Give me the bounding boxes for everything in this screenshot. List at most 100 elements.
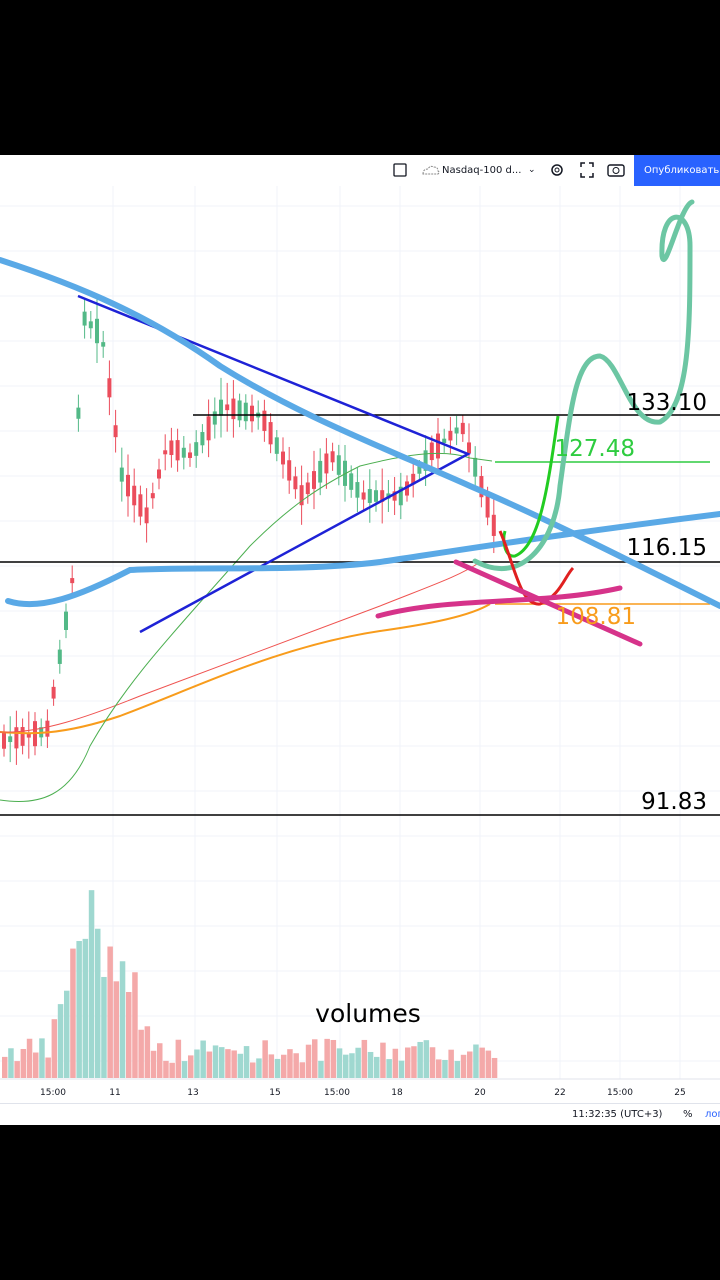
time-label: 25 <box>674 1088 685 1098</box>
volume-bar <box>274 1058 281 1078</box>
candle-body <box>26 732 31 738</box>
volume-bar <box>200 1040 206 1078</box>
candle-body <box>188 452 192 458</box>
volume-bar <box>144 1026 151 1078</box>
volume-bar <box>169 1062 175 1078</box>
fullscreen-button[interactable] <box>578 155 596 186</box>
candle-body <box>194 442 199 456</box>
volume-bar <box>386 1059 392 1078</box>
settings-button[interactable] <box>548 155 566 186</box>
candle-body <box>243 402 248 422</box>
symbol-name: Nasdaq-100 d... <box>442 165 522 176</box>
candle-body <box>281 451 285 465</box>
candle-body <box>2 732 6 749</box>
grid <box>0 186 720 1079</box>
volume-bar <box>194 1049 200 1078</box>
log-toggle[interactable]: лог <box>705 1109 720 1120</box>
volume-bar <box>398 1060 405 1078</box>
volume-bar <box>293 1053 299 1078</box>
percent-toggle[interactable]: % <box>683 1109 693 1120</box>
candle-body <box>64 611 68 630</box>
chart-area: 133.10 127.48 116.15 108.81 91.83 volume… <box>0 186 720 1103</box>
volume-bar <box>343 1054 349 1078</box>
volume-bar <box>95 928 101 1078</box>
candle-body <box>374 490 378 502</box>
clock: 11:32:35 (UTC+3) <box>572 1109 663 1120</box>
volume-bar <box>76 941 82 1078</box>
candle-body <box>274 437 279 454</box>
volume-bar <box>336 1048 343 1078</box>
candle-body <box>76 407 81 419</box>
volume-bar <box>113 981 120 1078</box>
square-button[interactable] <box>392 155 408 186</box>
volume-bar <box>318 1060 324 1078</box>
candle-body <box>467 442 471 454</box>
volume-bar <box>312 1039 318 1078</box>
candle-body <box>479 476 484 498</box>
candle-body <box>107 378 112 398</box>
price-label: 127.48 <box>555 436 635 462</box>
publish-button[interactable]: Опубликовать <box>634 155 720 186</box>
candle-body <box>361 492 366 500</box>
volume-bar <box>26 1038 33 1078</box>
volume-bar <box>14 1061 20 1078</box>
candle-body <box>144 507 149 524</box>
dropdown-caret: ⌄ <box>528 165 536 175</box>
volume-bar <box>157 1043 163 1078</box>
candle-body <box>299 485 304 506</box>
volume-bar <box>51 1019 58 1078</box>
volume-bar <box>237 1053 244 1078</box>
volume-bar <box>305 1044 312 1078</box>
candle-body <box>330 451 335 463</box>
candle-body <box>231 398 236 420</box>
volume-bar <box>33 1052 39 1078</box>
volume-bar <box>138 1029 144 1078</box>
volume-bar <box>485 1050 492 1078</box>
toolbar: Nasdaq-100 d... ⌄ <box>0 155 720 187</box>
status-bar: 11:32:35 (UTC+3) % лог <box>0 1103 720 1125</box>
time-label: 18 <box>391 1088 403 1098</box>
candle-body <box>14 727 19 749</box>
volume-bar <box>281 1054 287 1078</box>
time-label: 20 <box>474 1088 486 1098</box>
candle-body <box>398 486 403 506</box>
volume-bar <box>436 1059 442 1078</box>
candle-body <box>219 399 223 416</box>
volume-bar <box>392 1048 399 1078</box>
volume-bar <box>460 1054 467 1078</box>
volume-bar <box>250 1062 256 1078</box>
volume-bar <box>212 1045 219 1078</box>
candle-body <box>126 474 130 497</box>
price-label: 133.10 <box>627 390 707 416</box>
time-label: 11 <box>109 1088 120 1098</box>
symbol-selector[interactable]: Nasdaq-100 d... ⌄ <box>420 155 540 186</box>
volume-bar <box>361 1039 368 1078</box>
volume-bar <box>429 1047 436 1078</box>
time-label: 15:00 <box>324 1088 350 1098</box>
volume-bar <box>2 1056 8 1078</box>
triangle-drawing <box>77 294 471 634</box>
volume-bar <box>423 1040 430 1078</box>
volume-bar <box>287 1049 293 1078</box>
volume-bar <box>219 1047 225 1078</box>
volume-bar <box>163 1060 169 1078</box>
candle-body <box>250 405 254 422</box>
candle-body <box>367 489 372 503</box>
volume-bar <box>70 948 76 1078</box>
candle-body <box>336 455 341 475</box>
red-scenario <box>498 530 575 606</box>
snapshot-button[interactable] <box>606 155 626 186</box>
candle-body <box>442 438 447 443</box>
volume-bar <box>225 1049 231 1078</box>
candle-body <box>237 400 242 421</box>
volume-bar <box>126 991 132 1078</box>
volume-bar <box>367 1051 374 1078</box>
volumes-annotation: volumes <box>315 999 421 1028</box>
volume-bar <box>411 1046 417 1078</box>
candle-body <box>293 476 298 490</box>
price-label: 116.15 <box>627 535 707 561</box>
volume-bar <box>442 1059 448 1078</box>
candle-body <box>380 490 385 502</box>
candle-body <box>20 727 25 746</box>
volume-bar <box>45 1057 51 1078</box>
